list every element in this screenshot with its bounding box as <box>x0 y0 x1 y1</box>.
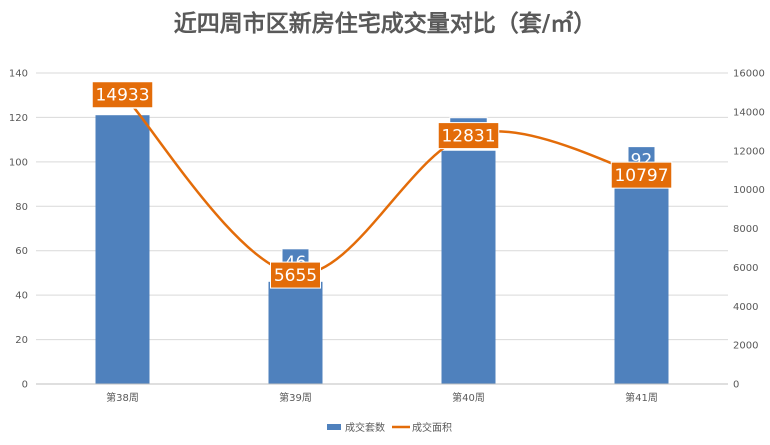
bar <box>614 179 669 384</box>
legend-label-line: 成交面积 <box>412 421 452 434</box>
right-axis-tick-label: 6000 <box>733 263 758 274</box>
x-axis-category-label: 第41周 <box>625 391 658 404</box>
legend: 成交套数 成交面积 <box>327 421 452 434</box>
line-data-label-box <box>270 261 321 289</box>
right-axis-tick-label: 4000 <box>733 302 758 313</box>
x-axis: 第38周 第39周 第40周 第41周 <box>36 383 728 404</box>
line-series <box>121 92 642 276</box>
left-axis-tick-label: 60 <box>15 246 28 257</box>
right-axis-tick-label: 2000 <box>733 341 758 352</box>
line-data-label: 10797 <box>614 166 668 186</box>
x-axis-category-label: 第39周 <box>279 391 312 404</box>
left-axis-tick-label: 40 <box>15 291 28 302</box>
line-data-label: 12831 <box>441 127 495 147</box>
bar <box>95 115 150 384</box>
line-labels: 14933 5655 12831 10797 <box>91 81 673 289</box>
left-axis-tick-label: 140 <box>9 69 28 80</box>
bar-series <box>95 115 669 384</box>
left-axis-tick-label: 0 <box>22 380 28 391</box>
bar <box>268 281 323 384</box>
x-axis-category-label: 第40周 <box>452 391 485 404</box>
line-data-label-box <box>437 122 500 150</box>
right-axis-tick-label: 12000 <box>733 146 765 157</box>
chart-title: 近四周市区新房住宅成交量对比（套/㎡） <box>174 10 596 37</box>
x-axis-category-label: 第38周 <box>106 391 139 404</box>
right-axis: 0 2000 4000 6000 8000 10000 12000 14000 16000 <box>733 69 765 391</box>
right-axis-tick-label: 14000 <box>733 107 765 118</box>
grid <box>36 72 728 385</box>
line-data-label-box <box>91 81 154 109</box>
right-axis-tick-label: 8000 <box>733 224 758 235</box>
left-axis: 0 20 40 60 80 100 120 140 <box>9 69 28 391</box>
legend-swatch-bars <box>327 424 341 430</box>
right-axis-tick-label: 16000 <box>733 69 765 80</box>
right-axis-tick-label: 0 <box>733 380 739 391</box>
left-axis-tick-label: 20 <box>15 335 28 346</box>
left-axis-tick-label: 100 <box>9 157 28 168</box>
line-data-label-box <box>610 161 673 189</box>
right-axis-tick-label: 10000 <box>733 185 765 196</box>
line-data-label: 14933 <box>95 86 149 106</box>
bar <box>441 150 496 384</box>
line-path <box>121 92 642 276</box>
line-data-label: 5655 <box>274 266 317 286</box>
left-axis-tick-label: 120 <box>9 113 28 124</box>
left-axis-tick-label: 80 <box>15 202 28 213</box>
legend-label-bars: 成交套数 <box>345 421 385 434</box>
